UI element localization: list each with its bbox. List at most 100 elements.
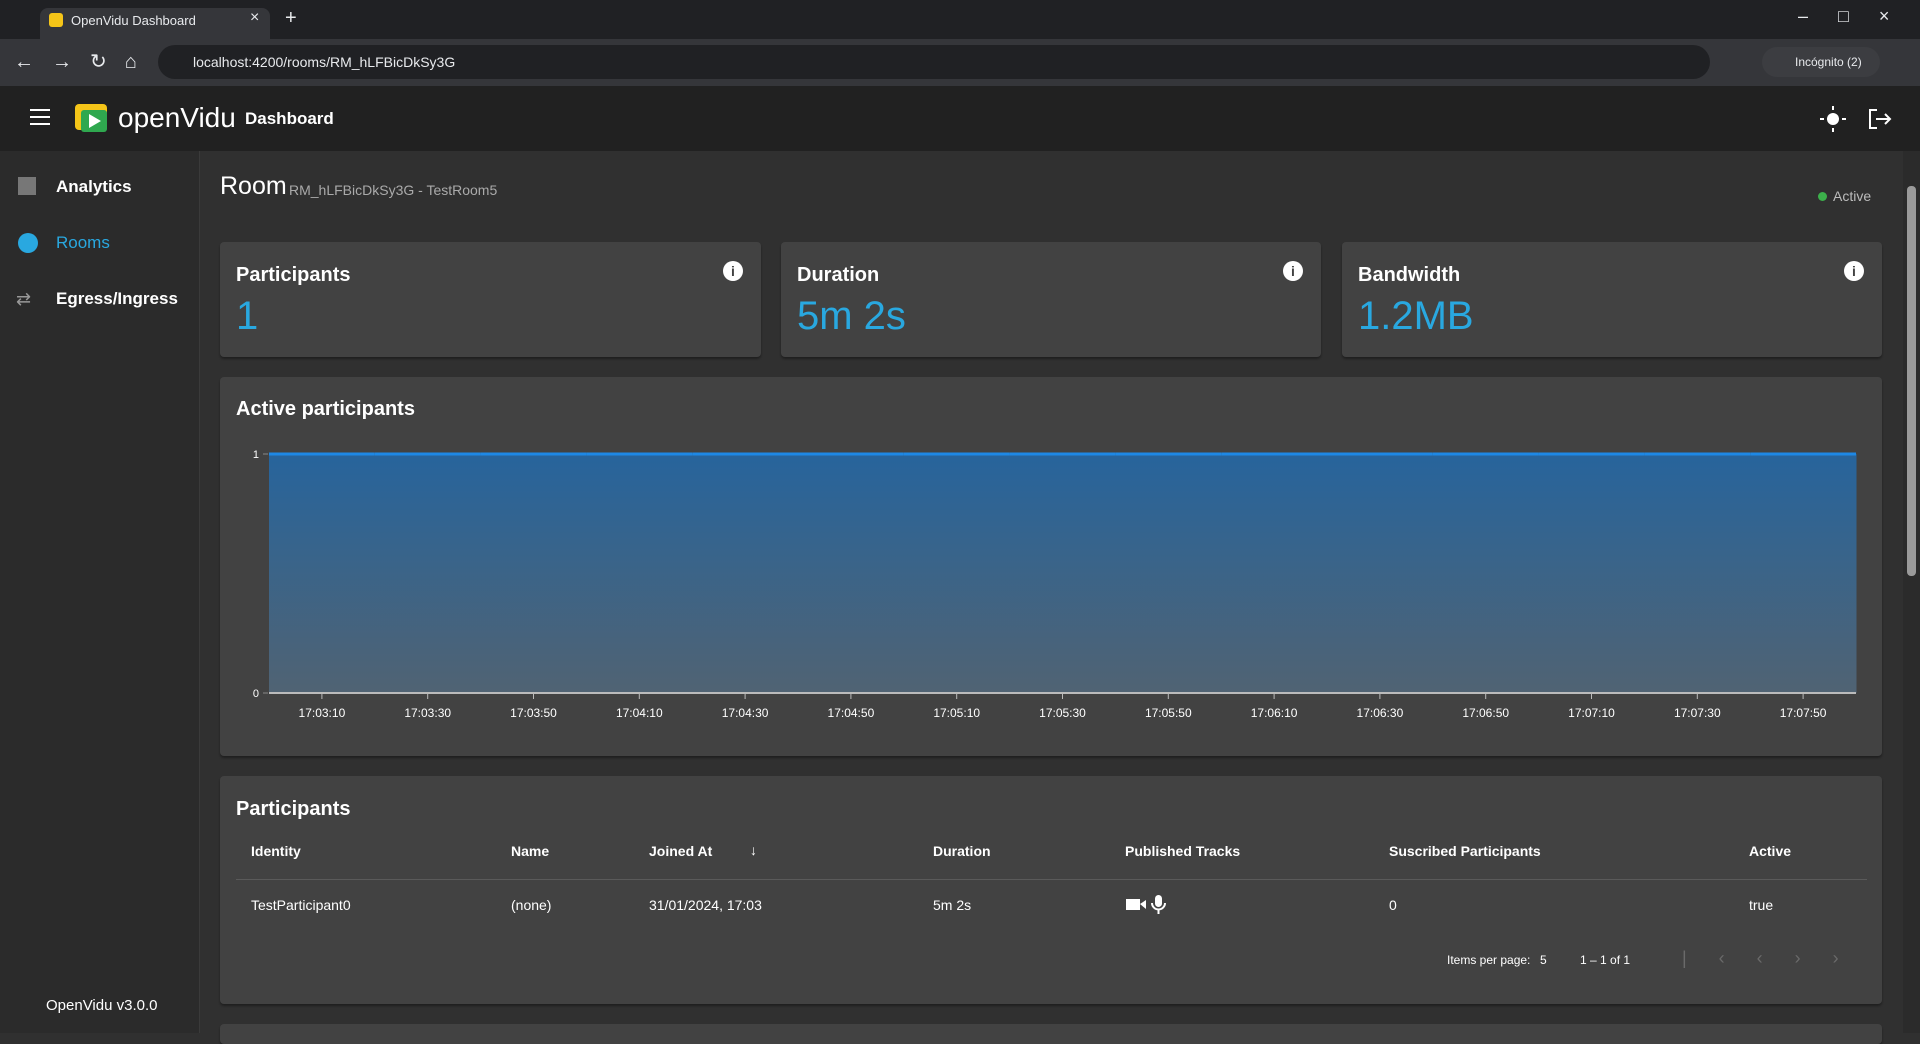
chart-title: Active participants xyxy=(236,398,415,420)
info-icon[interactable]: i xyxy=(1283,261,1303,281)
url: localhost:4200/rooms/RM_hLFBicDkSy3G xyxy=(193,54,456,70)
room-status: Active xyxy=(1833,188,1872,204)
x-tick-label: 17:06:10 xyxy=(1251,706,1298,720)
cell: true xyxy=(1749,897,1774,913)
pager-buttons[interactable]: |‹‹›› | xyxy=(1682,948,1920,968)
app-toolbar: openVidu Dashboard xyxy=(0,86,1920,151)
area-segment xyxy=(1432,454,1540,693)
address-bar: ←→↻⌂ localhost:4200/rooms/RM_hLFBicDkSy3… xyxy=(0,39,1920,86)
rooms-icon xyxy=(18,233,38,253)
stat-card: Bandwidth 1.2MB i xyxy=(1342,242,1882,357)
area-segment xyxy=(1644,454,1751,693)
cell: (none) xyxy=(511,897,552,913)
stat-card: Participants 1 i xyxy=(220,242,761,357)
next-card xyxy=(220,1024,1882,1044)
menu-icon[interactable] xyxy=(30,108,50,126)
items-per-page[interactable]: 5 xyxy=(1540,953,1547,967)
x-tick-label: 17:05:30 xyxy=(1039,706,1086,720)
room-id: RM_hLFBicDkSy3G - TestRoom5 xyxy=(289,182,498,198)
stat-value: 1.2MB xyxy=(1358,294,1474,338)
nav-item[interactable]: Rooms xyxy=(56,233,110,252)
items-per-page-label: Items per page: xyxy=(1447,953,1531,967)
profile-chip[interactable] xyxy=(1762,47,1880,77)
stat-value: 1 xyxy=(236,294,259,338)
stat-card: Duration 5m 2s i xyxy=(781,242,1321,357)
cell: TestParticipant0 xyxy=(251,897,351,913)
theme-toggle[interactable] xyxy=(1820,106,1846,132)
column-header: Identity xyxy=(251,843,301,859)
nav-item[interactable]: Analytics xyxy=(56,177,132,196)
stat-label: Participants xyxy=(236,264,351,286)
area-segment xyxy=(903,454,1011,693)
x-tick-label: 17:04:50 xyxy=(828,706,875,720)
area-segment xyxy=(1009,454,1116,693)
x-tick-label: 17:03:10 xyxy=(299,706,346,720)
sidebar: Analytics Rooms ⇄ Egress/Ingress OpenVid… xyxy=(0,151,200,1033)
column-header[interactable]: Joined At xyxy=(649,843,713,859)
tab[interactable] xyxy=(40,8,270,39)
area-segment xyxy=(1538,454,1645,693)
info-icon[interactable]: i xyxy=(723,261,743,281)
area-segment xyxy=(374,454,482,693)
area-segment xyxy=(1750,454,1857,693)
x-tick-label: 17:03:30 xyxy=(404,706,451,720)
area-segment xyxy=(1327,454,1434,693)
area-segment xyxy=(1221,454,1328,693)
version: OpenVidu v3.0.0 xyxy=(46,997,158,1014)
egress-icon: ⇄ xyxy=(16,289,32,309)
new-tab[interactable]: + xyxy=(285,7,297,29)
x-tick-label: 17:03:50 xyxy=(510,706,557,720)
x-tick-label: 17:05:50 xyxy=(1145,706,1192,720)
track-icons xyxy=(1126,895,1166,914)
sort-icon: ↓ xyxy=(750,842,757,858)
column-header: Active xyxy=(1749,843,1792,859)
chart: 0 1 17:03:10 17:03:30 17:03:50 17:04:10 17:04:… xyxy=(253,449,1857,720)
x-tick-label: 17:07:50 xyxy=(1780,706,1827,720)
table-title: Participants xyxy=(236,798,351,820)
column-header: Suscribed Participants xyxy=(1389,843,1541,859)
y-tick-label: 1 xyxy=(253,449,259,461)
x-tick-label: 17:04:30 xyxy=(722,706,769,720)
nav-buttons[interactable]: ←→↻⌂ xyxy=(14,51,155,73)
x-tick-label: 17:07:10 xyxy=(1568,706,1615,720)
analytics-icon xyxy=(18,177,36,195)
logout-icon[interactable] xyxy=(1868,108,1892,130)
profile: Incógnito (2) xyxy=(1795,55,1862,69)
area-segment xyxy=(586,454,693,693)
room-title: Room xyxy=(220,172,287,200)
stat-value: 5m 2s xyxy=(797,294,906,338)
cell: 0 xyxy=(1389,897,1397,913)
y-tick-label: 0 xyxy=(253,688,259,700)
area-segment xyxy=(1115,454,1222,693)
cell: 5m 2s xyxy=(933,897,972,913)
x-tick-label: 17:06:30 xyxy=(1357,706,1404,720)
window-controls[interactable]: –□× xyxy=(1798,6,1920,26)
participants-card: Participants Identity Name Joined At ↓ D… xyxy=(220,776,1912,1004)
area-segment xyxy=(798,454,905,693)
omnibox[interactable] xyxy=(158,45,1710,79)
logo-text: openVidu xyxy=(118,102,236,133)
tab-title: OpenVidu Dashboard xyxy=(71,13,196,28)
nav-item[interactable]: Egress/Ingress xyxy=(56,289,178,308)
tab-close[interactable]: × xyxy=(250,9,260,26)
x-tick-label: 17:04:10 xyxy=(616,706,663,720)
column-header: Name xyxy=(511,843,550,859)
area-segment xyxy=(692,454,799,693)
column-header: Published Tracks xyxy=(1125,843,1241,859)
favicon xyxy=(49,13,63,27)
info-icon[interactable]: i xyxy=(1844,261,1864,281)
page-range: 1 – 1 of 1 xyxy=(1580,953,1631,967)
scroll-thumb[interactable] xyxy=(1907,186,1916,576)
cell: 31/01/2024, 17:03 xyxy=(649,897,762,913)
column-header: Duration xyxy=(933,843,991,859)
tab-bar: OpenVidu Dashboard × + –□× xyxy=(0,0,1920,39)
status-dot xyxy=(1818,192,1827,201)
x-tick-label: 17:05:10 xyxy=(933,706,980,720)
stat-label: Bandwidth xyxy=(1358,264,1461,286)
stat-label: Duration xyxy=(797,264,880,286)
x-tick-label: 17:06:50 xyxy=(1462,706,1509,720)
x-tick-label: 17:07:30 xyxy=(1674,706,1721,720)
scrollbar xyxy=(1903,151,1920,1033)
